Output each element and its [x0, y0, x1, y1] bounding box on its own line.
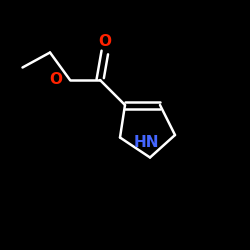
- Text: O: O: [98, 34, 112, 49]
- Text: HN: HN: [134, 135, 159, 150]
- Text: O: O: [50, 72, 62, 88]
